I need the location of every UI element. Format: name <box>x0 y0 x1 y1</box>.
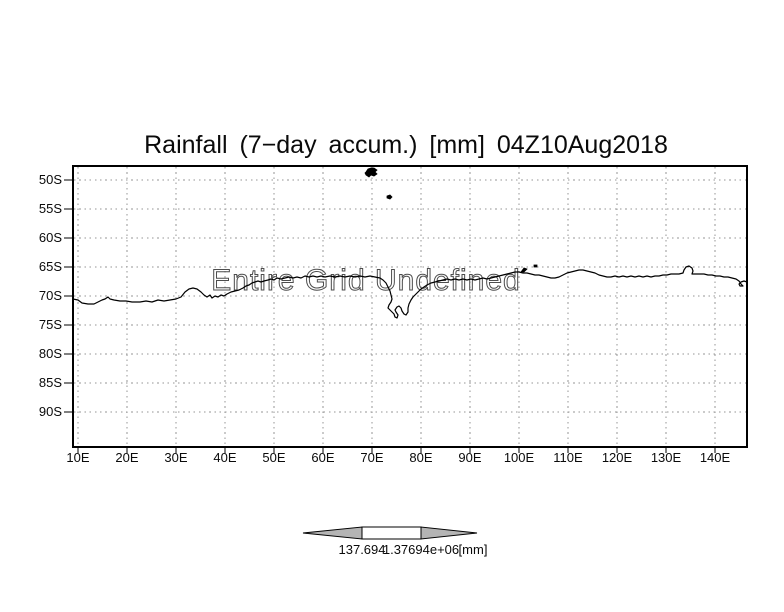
colorbar-right-arrow <box>420 526 478 540</box>
lon-label-10e: 10E <box>66 450 90 465</box>
lon-label-100e: 100E <box>503 450 535 465</box>
lon-label-50e: 50E <box>262 450 286 465</box>
lon-label-20e: 20E <box>115 450 139 465</box>
lon-label-30e: 30E <box>164 450 188 465</box>
undefined-grid-message: Entire Grid Undefined <box>211 264 521 297</box>
coastal-islet-shape <box>520 267 528 273</box>
colorbar-left-arrow <box>302 526 363 540</box>
lon-label-110e: 110E <box>553 450 583 465</box>
lon-label-40e: 40E <box>213 450 237 465</box>
lat-label-60s: 60S <box>38 230 62 245</box>
lon-label-120e: 120E <box>601 450 633 465</box>
colorbar-min-label: 137.694 <box>338 542 386 557</box>
plot-frame <box>72 165 748 448</box>
colorbar-max-label: 1.37694e+06 <box>382 542 460 557</box>
lat-label-85s: 85S <box>38 375 62 390</box>
island-shapes <box>364 167 538 273</box>
lat-label-90s: 90S <box>38 404 62 419</box>
colorbar <box>302 526 478 540</box>
heard-island-shape <box>386 194 393 200</box>
lon-label-140e: 140E <box>699 450 731 465</box>
lon-label-80e: 80E <box>409 450 433 465</box>
axis-ticks <box>64 179 716 453</box>
lon-label-130e: 130E <box>650 450 682 465</box>
grid-lines <box>74 167 746 446</box>
lat-label-55s: 55S <box>38 201 62 216</box>
lat-label-75s: 75S <box>38 317 62 332</box>
lat-label-50s: 50S <box>38 172 62 187</box>
kerguelen-island-shape <box>364 167 378 178</box>
lon-label-90e: 90E <box>458 450 482 465</box>
antarctic-coastline <box>72 265 748 319</box>
lon-label-60e: 60E <box>311 450 335 465</box>
lat-label-80s: 80S <box>38 346 62 361</box>
colorbar-unit-label: [mm] <box>458 542 488 557</box>
coastal-islet-dash <box>533 264 538 268</box>
lat-label-70s: 70S <box>38 288 62 303</box>
plot-title: Rainfall (7−day accum.) [mm] 04Z10Aug201… <box>144 131 668 159</box>
lon-label-70e: 70E <box>360 450 384 465</box>
colorbar-box <box>361 526 422 540</box>
lat-label-65s: 65S <box>38 259 62 274</box>
